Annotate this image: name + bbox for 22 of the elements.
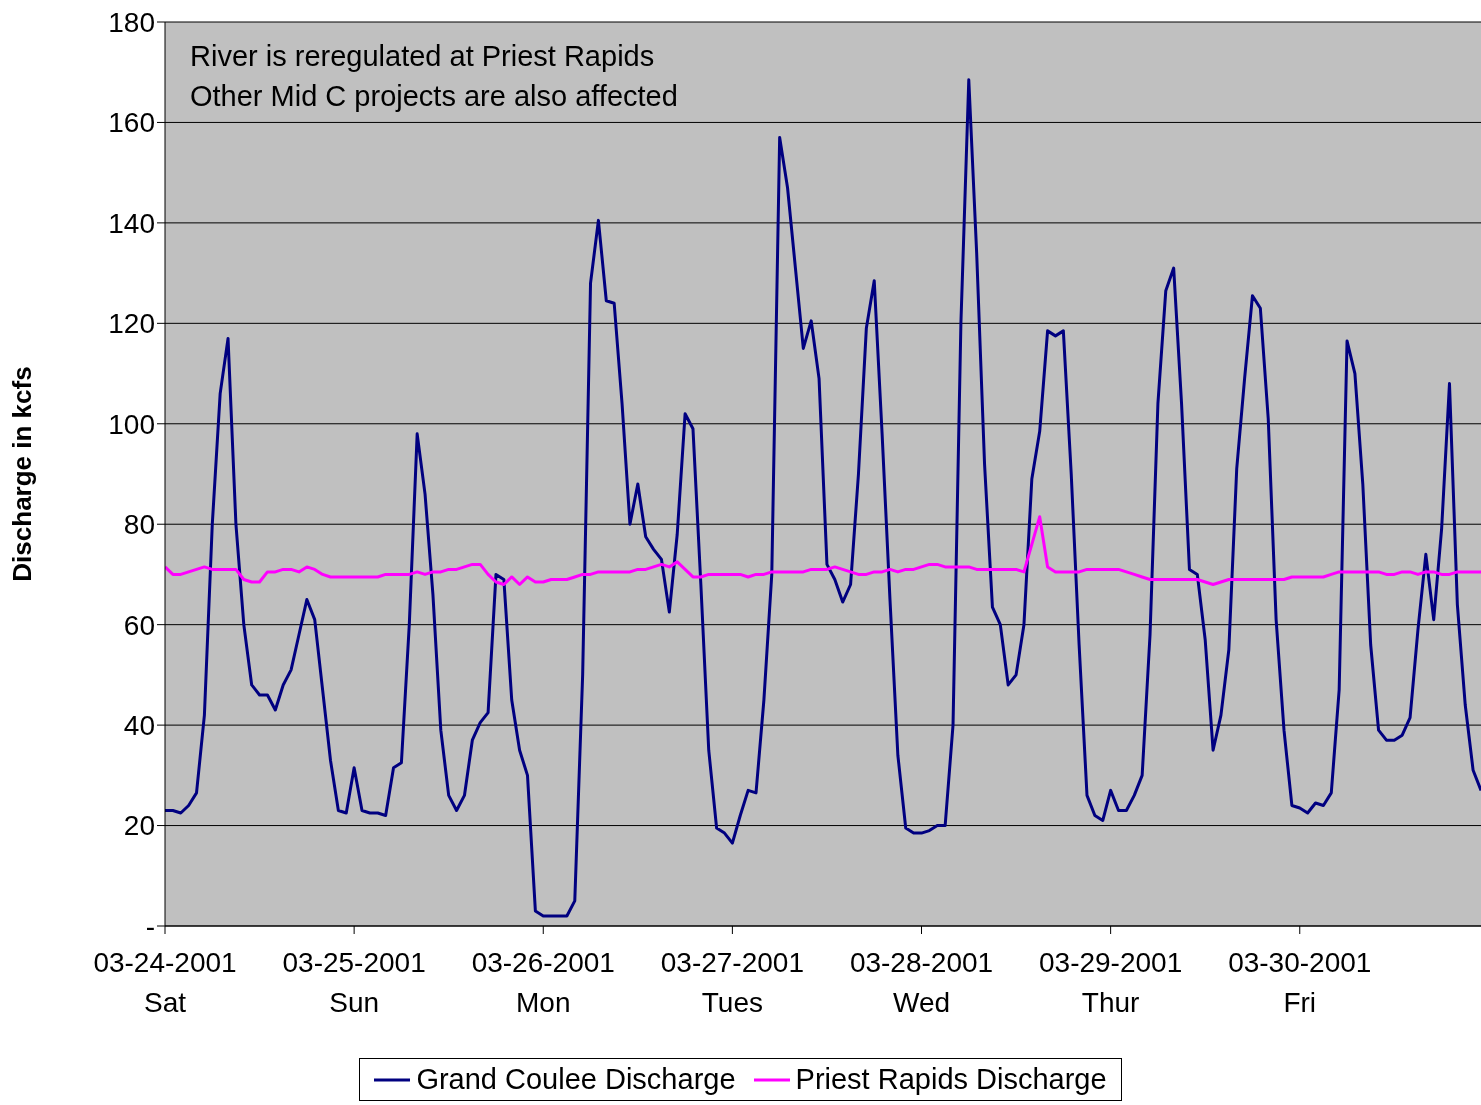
y-tick-label: 40 bbox=[123, 710, 155, 742]
x-tick-label: 03-30-2001 Fri bbox=[1228, 947, 1372, 1018]
x-tick-label: 03-24-2001 Sat bbox=[93, 947, 237, 1018]
y-tick-label: 140 bbox=[108, 207, 155, 239]
x-tick-label: 03-27-2001 Tues bbox=[660, 947, 804, 1018]
annotation: River is reregulated at Priest Rapids bbox=[190, 39, 656, 74]
annotation: Other Mid C projects are also affected bbox=[190, 79, 678, 114]
x-tick-label: 03-25-2001 Sun bbox=[282, 947, 426, 1018]
y-tick-label: 120 bbox=[108, 308, 155, 340]
x-tick-label: 03-28-2001 Wed bbox=[849, 947, 994, 1018]
x-tick-label: 03-26-2001 Mon bbox=[471, 947, 615, 1018]
y-tick-label: - bbox=[145, 910, 155, 942]
y-tick-label: 20 bbox=[123, 810, 155, 842]
y-tick-label: 180 bbox=[108, 6, 155, 38]
x-tick-label: 03-29-2001 Thur bbox=[1039, 947, 1183, 1018]
y-axis-title: Discharge in kcfs bbox=[7, 366, 38, 582]
y-tick-label: 160 bbox=[108, 107, 155, 139]
y-tick-label: 100 bbox=[108, 408, 155, 440]
legend-label: Grand Coulee Discharge bbox=[416, 1063, 736, 1096]
y-tick-label: 80 bbox=[123, 509, 155, 541]
legend-label: Priest Rapids Discharge bbox=[795, 1063, 1107, 1096]
y-tick-label: 60 bbox=[123, 609, 155, 641]
